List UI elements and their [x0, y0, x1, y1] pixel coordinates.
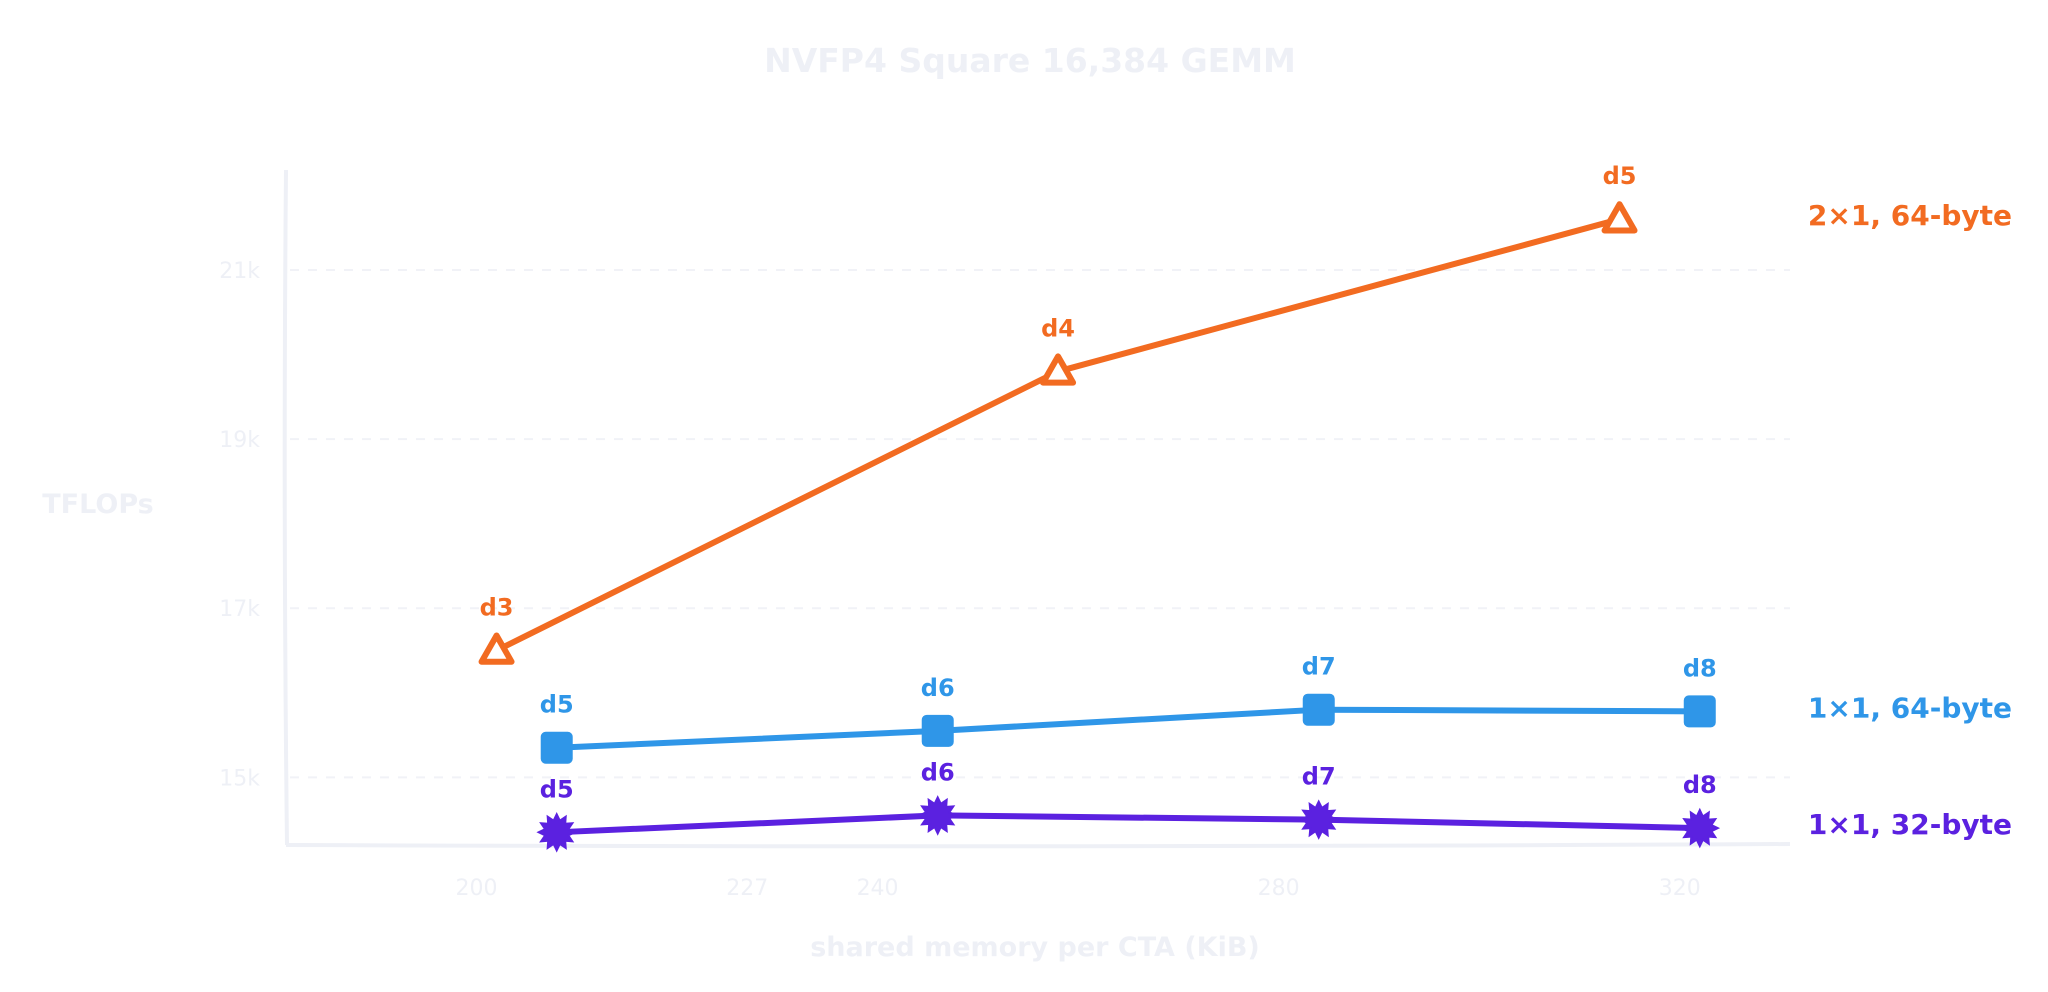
- point-label: d8: [1683, 771, 1717, 799]
- series-line: [493, 216, 1623, 654]
- point-label: d5: [540, 775, 574, 803]
- legend: 2×1, 64-byte 1×1, 64-byte 1×1, 32-byte: [1808, 199, 2012, 841]
- point-label: d3: [480, 593, 514, 621]
- y-axis-label: TFLOPs: [42, 489, 153, 520]
- grid: [290, 268, 1790, 779]
- spiky-circle-marker: [917, 795, 958, 836]
- x-tick-label: 200: [456, 876, 498, 901]
- triangle-marker: [1040, 353, 1077, 386]
- y-tick-label: 21k: [219, 259, 260, 284]
- spiky-circle-marker: [1298, 799, 1339, 840]
- square-marker: [1302, 693, 1335, 726]
- chart-title: NVFP4 Square 16,384 GEMM: [764, 41, 1296, 80]
- triangle-marker: [478, 632, 515, 665]
- x-tick-label: 320: [1659, 876, 1701, 901]
- series-0: d3 d4 d5: [478, 162, 1638, 665]
- point-label: d8: [1683, 654, 1717, 682]
- point-label: d5: [1603, 162, 1637, 190]
- x-tick-label: 227: [726, 876, 768, 901]
- square-marker: [921, 714, 954, 747]
- tick-labels: 15k 17k 19k 21k 200 227 240 280 320: [219, 259, 1700, 901]
- y-tick-label: 17k: [219, 597, 260, 622]
- legend-entry: 1×1, 32-byte: [1808, 808, 2012, 841]
- point-label: d4: [1041, 314, 1075, 342]
- series: d3 d4 d5 d5 d6 d7 d8 d5 d6 d7 d8: [478, 162, 1721, 853]
- point-label: d6: [921, 674, 955, 702]
- triangle-marker: [1601, 201, 1638, 234]
- x-axis-label: shared memory per CTA (KiB): [810, 932, 1260, 963]
- x-tick-label: 240: [857, 876, 899, 901]
- legend-entry: 1×1, 64-byte: [1808, 691, 2012, 724]
- legend-entry: 2×1, 64-byte: [1808, 199, 2012, 232]
- point-label: d7: [1302, 653, 1336, 681]
- y-axis-line: [282, 169, 289, 846]
- series-1: d5 d6 d7 d8: [540, 653, 1717, 764]
- x-tick-label: 280: [1258, 876, 1300, 901]
- point-label: d7: [1302, 763, 1336, 791]
- spiky-circle-marker: [1679, 807, 1721, 849]
- spiky-circle-marker: [536, 812, 577, 853]
- series-line: [553, 706, 1703, 751]
- point-label: d5: [540, 691, 574, 719]
- point-label: d6: [921, 758, 955, 786]
- square-marker: [1683, 695, 1716, 728]
- x-axis-line: [285, 842, 1791, 849]
- square-marker: [540, 731, 573, 764]
- y-tick-label: 19k: [219, 428, 260, 453]
- series-2: d5 d6 d7 d8: [536, 758, 1721, 853]
- y-tick-label: 15k: [219, 766, 260, 791]
- series-line: [553, 812, 1703, 836]
- axes: [282, 169, 1791, 849]
